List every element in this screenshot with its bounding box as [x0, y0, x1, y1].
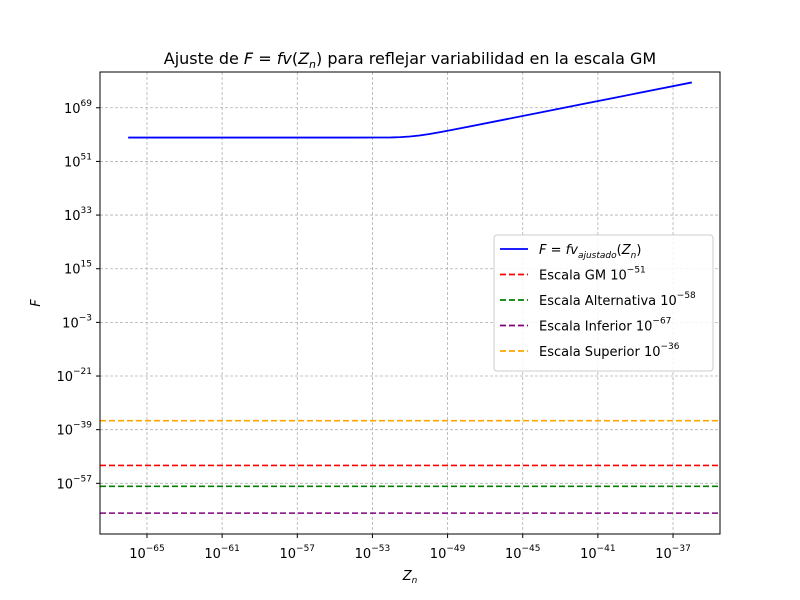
x-tick-label: 10−41: [580, 544, 616, 562]
y-tick-label: 1069: [64, 99, 92, 117]
x-tick-label: 10−49: [430, 544, 466, 562]
legend-label: F = fvajustado(Zn): [539, 243, 641, 261]
series-group: [128, 81, 692, 139]
x-tick-label: 10−65: [129, 544, 165, 562]
x-axis-ticks: 10−65 10−61 10−57 10−53 10−49 10−45 10−41 10−37: [129, 534, 691, 562]
legend-entry: F = fvajustado(Zn): [500, 243, 641, 261]
legend-label: Escala Inferior 10−67: [539, 317, 671, 335]
y-axis-ticks: 1069 1051 1033 1015 10−3 10−21 10−39 10−57: [56, 99, 100, 492]
legend-entry: Escala Inferior 10−67: [500, 317, 671, 335]
legend-entry: Escala Superior 10−36: [500, 342, 680, 360]
fit-curve: [128, 81, 692, 139]
legend-entry: Escala Alternativa 10−58: [500, 291, 696, 309]
legend-entry: Escala GM 10−51: [500, 266, 646, 284]
x-tick-label: 10−57: [279, 544, 315, 562]
x-tick-label: 10−45: [505, 544, 541, 562]
y-tick-label: 1033: [64, 206, 92, 224]
x-tick-label: 10−53: [355, 544, 391, 562]
legend-label: Escala GM 10−51: [539, 266, 646, 284]
chart-title: Ajuste de F = fv(Zn) para reflejar varia…: [164, 49, 656, 71]
y-tick-label: 10−57: [56, 474, 92, 492]
legend-label: Escala Alternativa 10−58: [539, 291, 696, 309]
legend-box: [493, 234, 714, 372]
legend-label: Escala Superior 10−36: [539, 342, 680, 360]
x-tick-label: 10−61: [204, 544, 240, 562]
y-tick-label: 10−39: [56, 421, 92, 439]
y-tick-label: 1051: [64, 152, 92, 170]
y-axis-label: F: [29, 299, 44, 307]
y-tick-label: 10−21: [56, 367, 92, 385]
x-tick-label: 10−37: [655, 544, 691, 562]
y-tick-label: 10−3: [62, 313, 92, 331]
x-axis-label: Zn: [402, 569, 418, 586]
legend: F = fvajustado(Zn) Escala GM 10−51 Escala …: [493, 234, 714, 372]
scale-lines: [100, 419, 720, 514]
axes-frame: [99, 71, 721, 535]
y-tick-label: 1015: [64, 260, 92, 278]
